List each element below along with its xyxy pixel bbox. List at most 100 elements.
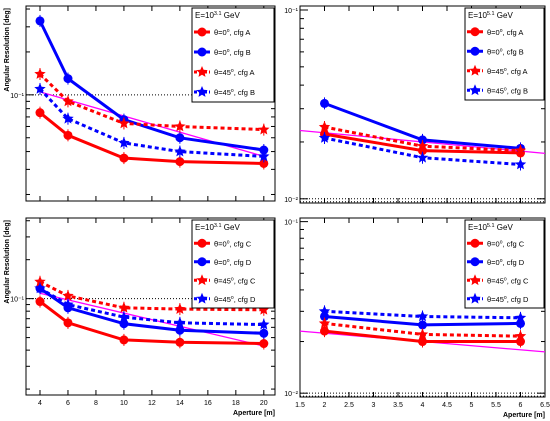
legend-label-config: , cfg A	[234, 68, 255, 77]
x-tick-label: 14	[176, 400, 184, 407]
legend-marker	[470, 238, 480, 248]
legend-label: θ=45o, cfg D	[214, 295, 256, 304]
legend-title: E=103.1 GeV	[195, 223, 240, 232]
legend-title-base: E=10	[195, 223, 214, 232]
data-point	[174, 120, 186, 132]
data-point	[118, 301, 130, 313]
data-point	[34, 282, 46, 294]
legend-marker	[469, 64, 481, 76]
legend-marker	[196, 66, 208, 77]
y-tick-label: 10⁻¹	[10, 93, 24, 100]
legend-title-exponent: 3.1	[214, 11, 222, 17]
legend-title-exponent: 3.1	[214, 223, 222, 229]
legend-title-unit: GeV	[222, 223, 241, 232]
legend-marker	[197, 27, 207, 37]
data-point	[174, 303, 186, 314]
legend-marker	[197, 238, 207, 248]
data-point	[119, 335, 129, 345]
legend-title-base: E=10	[468, 223, 487, 232]
x-tick-label: 6	[519, 402, 523, 409]
data-point	[175, 133, 185, 143]
legend-label: θ=0o, cfg B	[214, 48, 251, 57]
data-point	[35, 297, 45, 307]
legend-title-unit: GeV	[495, 11, 514, 20]
legend-label-degree: o	[227, 48, 230, 54]
legend-label-angle: θ=45	[487, 295, 504, 304]
legend-label-angle: θ=0	[214, 239, 227, 248]
legend-label: θ=0o, cfg A	[487, 28, 523, 37]
y-tick-label: 10⁻¹	[10, 297, 24, 304]
series-0	[35, 106, 269, 170]
legend-title-base: E=10	[195, 11, 214, 20]
data-point	[320, 326, 329, 336]
legend-label-degree: o	[227, 239, 230, 245]
legend-title: E=105.1 GeV	[468, 11, 513, 20]
legend-label-config: , cfg C	[234, 276, 256, 285]
legend-marker	[196, 292, 208, 304]
legend-label-angle: θ=0	[214, 48, 227, 57]
legend-label-config: , cfg D	[507, 295, 529, 304]
legend-label-config: , cfg C	[507, 276, 529, 285]
legend-title: E=103.1 GeV	[195, 11, 240, 20]
legend-title-base: E=10	[468, 11, 487, 20]
legend-label-config: , cfg B	[503, 47, 524, 56]
legend-label-degree: o	[504, 67, 507, 73]
series-2	[34, 68, 270, 136]
legend-label: θ=45o, cfg B	[487, 86, 528, 95]
x-axis-title: Aperture [m]	[503, 412, 545, 419]
data-point	[514, 158, 527, 170]
legend-label-angle: θ=45	[214, 88, 231, 97]
legend-label-config: , cfg C	[503, 239, 525, 248]
legend-label-degree: o	[500, 258, 503, 264]
x-tick-label: 1.5	[295, 402, 305, 409]
legend-label-degree: o	[500, 28, 503, 34]
y-tick-label: 10⁻²	[284, 197, 298, 204]
legend-title-unit: GeV	[222, 11, 241, 20]
legend-label-angle: θ=0	[214, 258, 227, 267]
legend-label: θ=0o, cfg A	[214, 28, 250, 37]
legend-marker	[469, 84, 481, 96]
data-point	[34, 68, 46, 79]
x-tick-label: 6.5	[540, 402, 550, 409]
legend-marker	[197, 47, 207, 57]
data-point	[418, 320, 427, 330]
legend-label-config: , cfg A	[230, 28, 251, 37]
data-point	[119, 319, 129, 329]
legend-label-degree: o	[231, 88, 234, 94]
y-tick-label: 10⁻¹	[284, 220, 298, 227]
legend-marker	[470, 257, 480, 267]
legend-label-angle: θ=45	[214, 295, 231, 304]
x-tick-label: 5.5	[491, 402, 501, 409]
legend-marker	[196, 274, 208, 286]
legend-label-config: , cfg D	[234, 295, 256, 304]
data-point	[118, 117, 130, 129]
legend-label: θ=0o, cfg C	[214, 239, 252, 248]
legend-label-degree: o	[231, 276, 234, 282]
legend-label-config: , cfg A	[503, 28, 524, 37]
data-point	[418, 337, 427, 347]
legend-label-angle: θ=0	[487, 28, 500, 37]
data-point	[63, 74, 73, 84]
data-point	[175, 337, 185, 347]
x-tick-label: 5	[470, 402, 474, 409]
data-point	[416, 310, 429, 322]
legend-label: θ=0o, cfg B	[487, 47, 524, 56]
data-point	[259, 328, 269, 338]
x-tick-label: 18	[232, 400, 240, 407]
legend-box	[191, 7, 275, 103]
legend-label-config: , cfg D	[230, 258, 252, 267]
data-point	[320, 98, 329, 108]
series-3	[318, 131, 527, 171]
x-tick-label: 4	[38, 400, 42, 407]
legend-label-config: , cfg B	[507, 86, 528, 95]
legend-label-config: , cfg B	[234, 88, 255, 97]
y-tick-label: 10⁻²	[284, 391, 298, 398]
legend-title: E=105.1 GeV	[468, 223, 513, 232]
series-2	[318, 121, 527, 157]
data-point	[514, 144, 527, 156]
legend-label-angle: θ=0	[214, 28, 227, 37]
x-tick-label: 8	[94, 400, 98, 407]
legend-marker	[197, 257, 207, 267]
